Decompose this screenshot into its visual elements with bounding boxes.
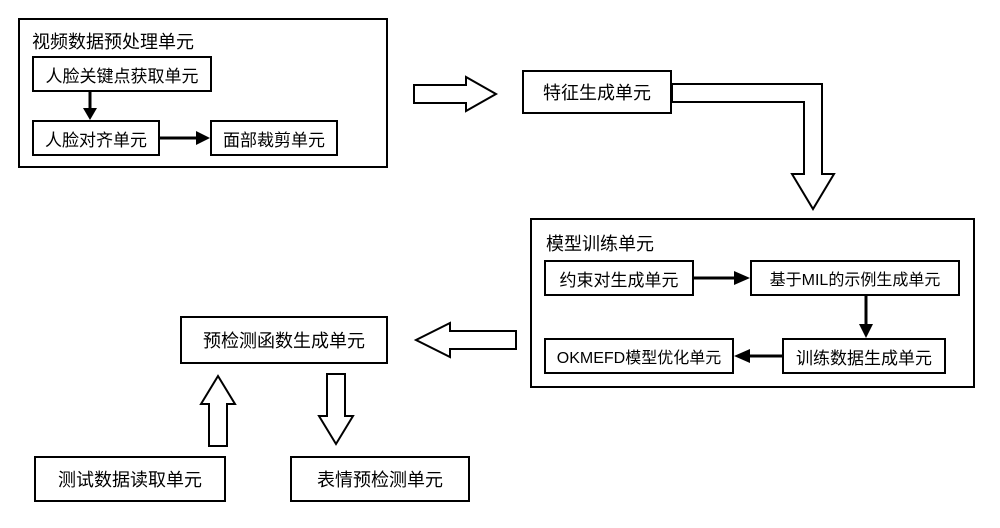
block-arrow-predetect-to-expr bbox=[316, 370, 356, 450]
mil-example-box: 基于MIL的示例生成单元 bbox=[750, 260, 960, 296]
train-data-box: 训练数据生成单元 bbox=[782, 338, 946, 374]
okmefd-box: OKMEFD模型优化单元 bbox=[544, 338, 734, 374]
face-keypoints-box: 人脸关键点获取单元 bbox=[32, 56, 212, 92]
preprocess-title: 视频数据预处理单元 bbox=[32, 28, 194, 54]
arrow-align-to-crop bbox=[160, 128, 210, 148]
arrow-constraint-to-mil bbox=[694, 268, 750, 288]
block-arrow-preprocess-to-feature bbox=[410, 74, 500, 114]
arrow-mil-to-traindata bbox=[856, 296, 876, 338]
test-data-read-box: 测试数据读取单元 bbox=[34, 456, 226, 502]
block-arrow-train-to-predetect bbox=[410, 320, 520, 360]
face-crop-box: 面部裁剪单元 bbox=[210, 120, 338, 156]
constraint-pair-box: 约束对生成单元 bbox=[544, 260, 694, 296]
expr-predetect-box: 表情预检测单元 bbox=[290, 456, 470, 502]
arrow-keypoints-to-align bbox=[80, 92, 100, 120]
block-arrow-feature-to-train bbox=[672, 74, 872, 214]
model-train-title: 模型训练单元 bbox=[546, 230, 654, 256]
feature-gen-box: 特征生成单元 bbox=[522, 70, 672, 114]
block-arrow-testdata-to-predetect bbox=[198, 370, 238, 450]
arrow-traindata-to-okmefd bbox=[734, 346, 782, 366]
face-align-box: 人脸对齐单元 bbox=[32, 120, 160, 156]
predetect-func-box: 预检测函数生成单元 bbox=[180, 316, 388, 364]
